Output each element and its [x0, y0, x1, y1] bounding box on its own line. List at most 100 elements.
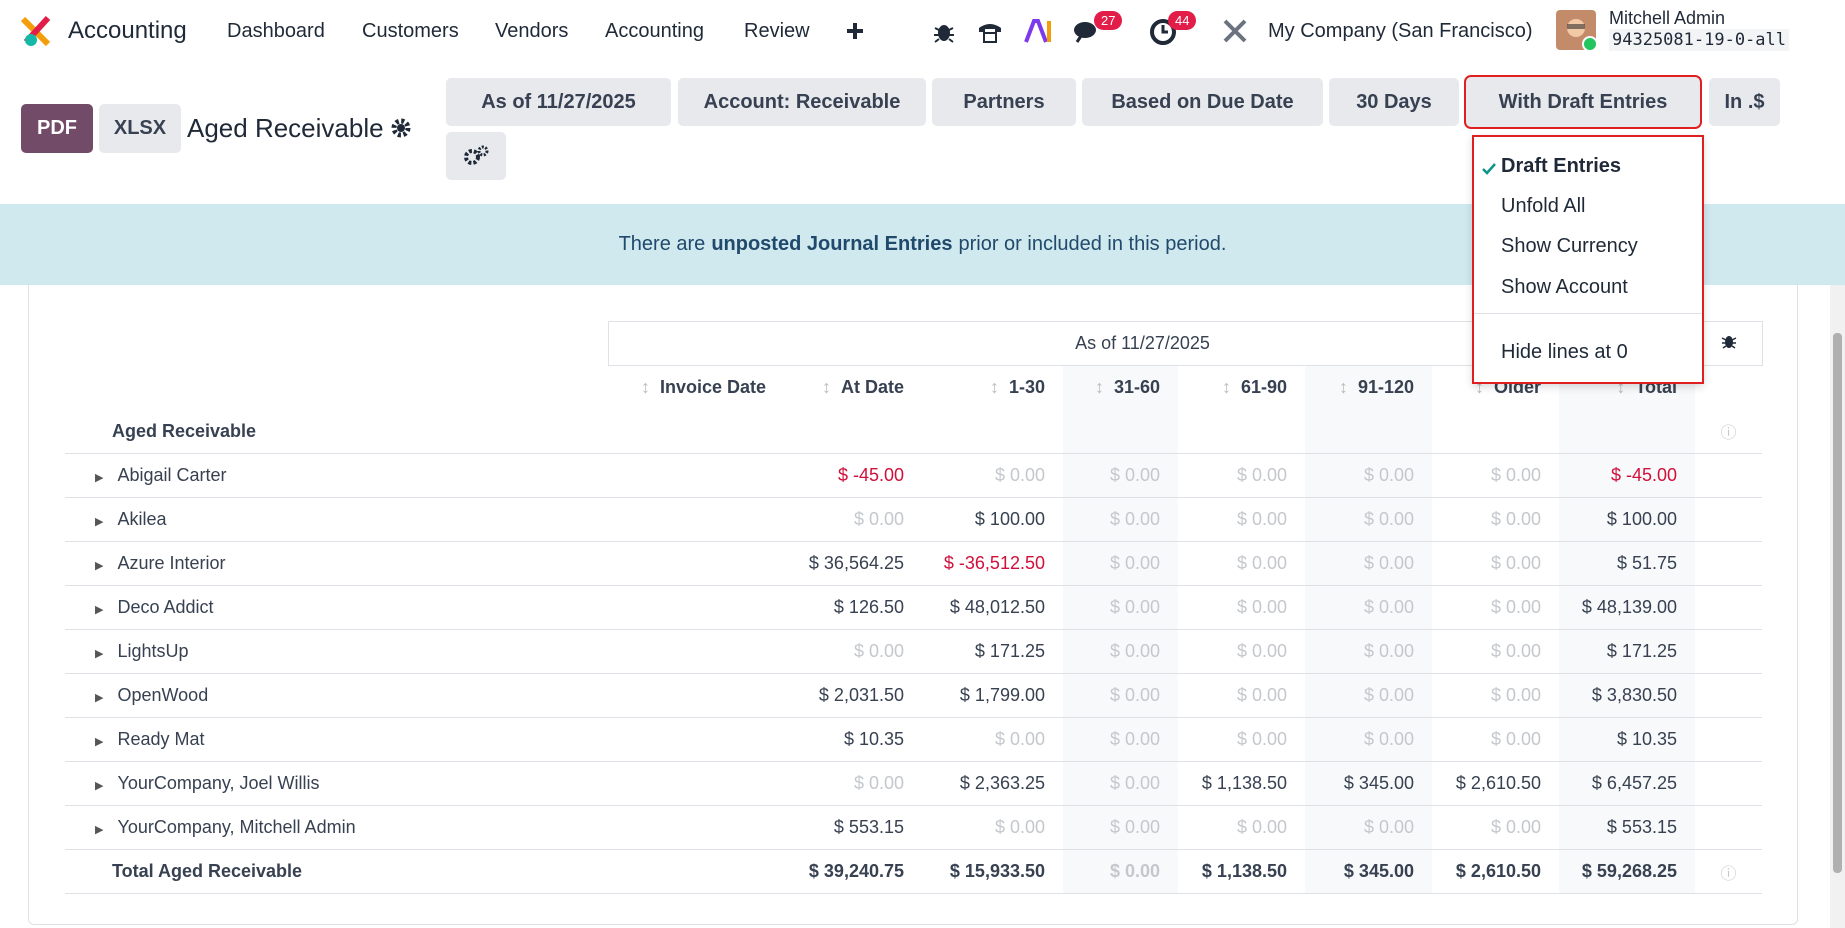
due-date-filter[interactable]: Based on Due Date	[1082, 78, 1323, 126]
partner-name[interactable]: Abigail Carter	[117, 465, 227, 485]
column-title[interactable]: Invoice Date	[659, 377, 766, 398]
caret[interactable]: ▶	[95, 780, 104, 792]
phone-icon[interactable]	[975, 16, 1005, 46]
pdf-button[interactable]: PDF	[21, 104, 93, 153]
sort-icon[interactable]: ↕	[989, 377, 999, 398]
partner-cell: ▶ Akilea	[65, 497, 608, 542]
dropdown-item[interactable]: Show Currency	[1501, 235, 1638, 257]
sort-icon[interactable]: ↕	[1616, 377, 1626, 398]
blank	[1559, 409, 1695, 454]
company-switcher[interactable]: My Company (San Francisco)	[1268, 20, 1533, 42]
row-end	[1695, 629, 1762, 674]
partner-row: ▶ Akilea $ 0.00 $ 100.00 $ 0.00 $ 0.00 $ 0.00 $…	[65, 497, 1762, 542]
caret[interactable]: ▶	[95, 472, 104, 484]
menu-item[interactable]: Vendors	[495, 20, 569, 42]
partner-name[interactable]: YourCompany, Joel Willis	[117, 773, 320, 793]
amount-cell: $ 1,799.00	[922, 673, 1063, 718]
amount-cell: $ 0.00	[1432, 629, 1559, 674]
total-label: Total Aged Receivable	[112, 861, 303, 881]
partner-cell: ▶ YourCompany, Mitchell Admin	[65, 805, 608, 850]
blank	[65, 366, 608, 410]
partner-name[interactable]: Azure Interior	[117, 553, 226, 573]
partner-name[interactable]: Deco Addict	[117, 597, 214, 617]
column-header: ↕ 31-60	[1063, 365, 1178, 410]
period-filter[interactable]: 30 Days	[1329, 78, 1459, 126]
amount-cell: $ 0.00	[1432, 805, 1559, 850]
partner-cell: ▶ LightsUp	[65, 629, 608, 674]
caret[interactable]: ▶	[95, 604, 104, 616]
sort-icon[interactable]: ↕	[1474, 377, 1484, 398]
scrollbar-thumb[interactable]	[1833, 333, 1842, 873]
partner-name[interactable]: Ready Mat	[117, 729, 205, 749]
sort-icon[interactable]: ↕	[1094, 377, 1104, 398]
sort-icon[interactable]: ↕	[821, 377, 831, 398]
partner-name[interactable]: OpenWood	[117, 685, 209, 705]
partner-row: ▶ LightsUp $ 0.00 $ 171.25 $ 0.00 $ 0.00 $ 0.0…	[65, 629, 1762, 674]
xlsx-button[interactable]: XLSX	[99, 104, 181, 153]
add-icon[interactable]	[840, 16, 870, 46]
column-header: ↕ 61-90	[1178, 366, 1305, 410]
dropdown-item[interactable]: Show Account	[1501, 276, 1628, 298]
date-filter[interactable]: As of 11/27/2025	[446, 78, 671, 126]
ai-icon[interactable]	[1023, 16, 1053, 46]
report-settings-icon[interactable]	[391, 118, 411, 138]
amount-cell: $ 0.00	[784, 761, 922, 806]
menu-item[interactable]: Review	[744, 20, 810, 42]
column-title[interactable]: 91-120	[1357, 377, 1414, 398]
dropdown-item[interactable]: Draft Entries	[1501, 155, 1622, 177]
amount-cell: $ 0.00	[1305, 805, 1432, 850]
debug-icon[interactable]	[929, 16, 959, 46]
caret[interactable]: ▶	[95, 824, 104, 836]
sort-icon[interactable]: ↕	[1338, 377, 1348, 398]
section-title: Aged Receivable	[112, 420, 257, 441]
activity-icon[interactable]	[1148, 16, 1178, 46]
partner-name[interactable]: Akilea	[117, 509, 167, 529]
row-end	[1695, 717, 1762, 762]
amount-cell: $ 553.15	[784, 805, 922, 850]
amount-cell: $ 0.00	[1178, 805, 1305, 850]
caret[interactable]: ▶	[95, 516, 104, 528]
alert-link[interactable]: unposted Journal Entries	[711, 233, 953, 255]
column-title[interactable]: 31-60	[1113, 377, 1160, 398]
amount-cell: $ 0.00	[1432, 541, 1559, 586]
debug-icon[interactable]	[1720, 332, 1738, 350]
user-name[interactable]: Mitchell Admin	[1609, 8, 1726, 28]
caret[interactable]: ▶	[95, 692, 104, 704]
currency-filter[interactable]: In .$	[1709, 78, 1780, 126]
settings-icon[interactable]	[1220, 16, 1250, 46]
caret[interactable]: ▶	[95, 648, 104, 660]
amount-cell: $ 345.00	[1305, 849, 1432, 894]
sort-icon[interactable]: ↕	[640, 377, 650, 398]
invoice-date	[608, 497, 784, 542]
partner-filter[interactable]: Partners	[932, 78, 1076, 126]
divider	[1474, 313, 1702, 314]
invoice-date	[608, 585, 784, 630]
options-filter[interactable]: With Draft Entries	[1464, 75, 1702, 129]
app-name[interactable]: Accounting	[68, 17, 187, 44]
advanced-settings-button[interactable]	[446, 132, 506, 180]
column-title[interactable]: 1-30	[1008, 377, 1045, 398]
account-filter[interactable]: Account: Receivable	[678, 78, 926, 126]
partner-name[interactable]: YourCompany, Mitchell Admin	[117, 817, 356, 837]
partner-row: ▶ Abigail Carter $ -45.00 $ 0.00 $ 0.00 $ 0.0…	[65, 453, 1762, 498]
amount-cell: $ 10.35	[1559, 717, 1695, 762]
amount-cell: $ 51.75	[1559, 541, 1695, 586]
amount-cell: $ 0.00	[1305, 541, 1432, 586]
blank	[784, 410, 922, 454]
sort-icon[interactable]: ↕	[1221, 377, 1231, 398]
menu-item[interactable]: Customers	[362, 20, 459, 42]
column-title[interactable]: 61-90	[1240, 377, 1287, 398]
dropdown-item[interactable]: Hide lines at 0	[1501, 341, 1628, 363]
column-title[interactable]: At Date	[840, 377, 904, 398]
menu-item[interactable]: Accounting	[605, 20, 704, 42]
chat-icon[interactable]	[1072, 16, 1102, 46]
dropdown-item[interactable]: Unfold All	[1501, 195, 1586, 217]
caret[interactable]: ▶	[95, 736, 104, 748]
user-avatar[interactable]	[1556, 10, 1598, 52]
partner-name[interactable]: LightsUp	[117, 641, 189, 661]
caret[interactable]: ▶	[95, 560, 104, 572]
database-name: 94325081-19-0-all	[1609, 29, 1789, 51]
partner-cell: ▶ OpenWood	[65, 673, 608, 718]
amount-cell: $ 0.00	[1063, 805, 1178, 850]
menu-item[interactable]: Dashboard	[227, 20, 325, 42]
